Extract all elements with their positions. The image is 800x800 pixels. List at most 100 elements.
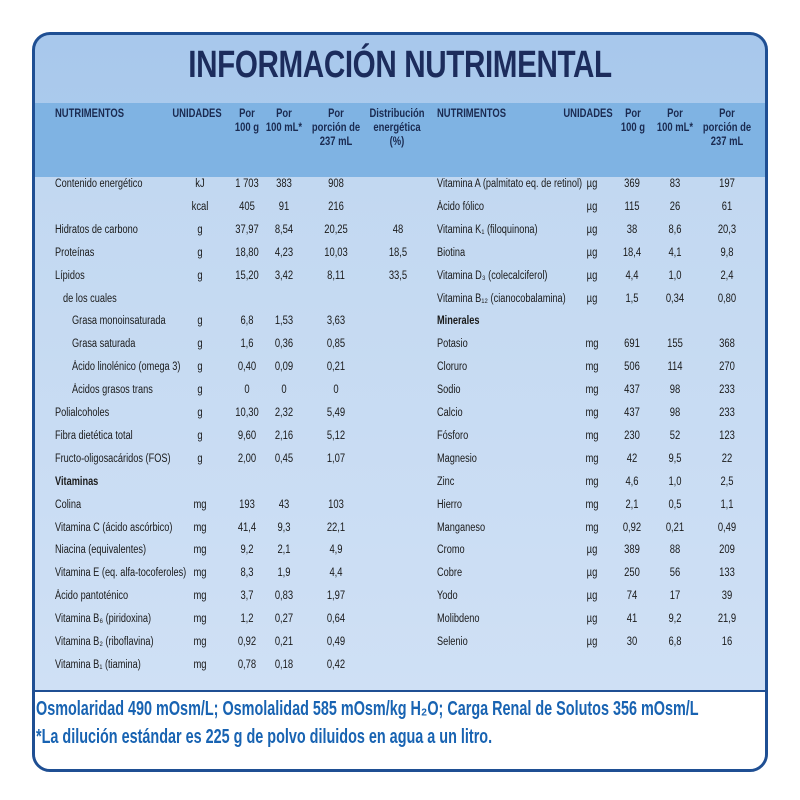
- nutrient-name: Hierro: [437, 498, 463, 511]
- nutrient-name: Cloruro: [437, 361, 468, 374]
- nutrient-name: Potasio: [437, 338, 468, 351]
- value: 39: [721, 590, 733, 603]
- label-panel: [32, 32, 768, 772]
- value: 9,8: [720, 246, 734, 259]
- nutrient-name: Vitamina B₁ (tiamina): [55, 658, 141, 671]
- value: 41: [626, 613, 638, 626]
- unit: mg: [193, 658, 207, 671]
- column-header: 100 mL*: [265, 122, 303, 134]
- value: 2,4: [720, 269, 734, 282]
- value: 8,54: [274, 223, 294, 236]
- column-header: UNIDADES: [172, 108, 222, 120]
- value: 383: [276, 178, 292, 190]
- value: 197: [719, 178, 735, 190]
- value: 9,3: [277, 521, 291, 534]
- unit: mg: [585, 475, 599, 488]
- value: 91: [278, 200, 290, 213]
- value: 0,40: [237, 361, 257, 374]
- value: 26: [669, 200, 681, 213]
- value: 2,00: [237, 452, 257, 465]
- column-header: UNIDADES: [563, 108, 613, 120]
- value: 9,60: [237, 429, 257, 442]
- value: 16: [721, 636, 733, 648]
- nutrient-name: Polialcoholes: [55, 407, 110, 419]
- value: 22,1: [326, 521, 346, 534]
- value: 2,1: [277, 544, 291, 557]
- value: 9,5: [668, 452, 682, 465]
- section-heading: Minerales: [437, 315, 480, 328]
- value: 0,18: [274, 658, 294, 671]
- nutrient-name: Fibra dietética total: [55, 429, 133, 442]
- value: 2,1: [625, 498, 639, 511]
- unit: mg: [585, 338, 599, 351]
- value: 155: [667, 338, 683, 351]
- value: 10,30: [235, 407, 259, 419]
- unit: µg: [586, 269, 598, 282]
- value: 17: [669, 590, 681, 603]
- value: 250: [624, 567, 640, 580]
- nutrient-name: Vitamina C (ácido ascórbico): [55, 521, 173, 534]
- unit: kcal: [191, 200, 209, 213]
- value: 103: [328, 498, 344, 511]
- nutrient-name: Ácidos grasos trans: [72, 384, 153, 397]
- nutrient-name: Niacina (equivalentes): [55, 544, 147, 557]
- value: 18,80: [235, 246, 259, 259]
- unit: mg: [585, 407, 599, 419]
- value: 0,36: [274, 338, 294, 351]
- nutrient-name: Grasa monoinsaturada: [72, 315, 166, 328]
- nutrient-name: Hidratos de carbono: [55, 223, 138, 236]
- nutrient-name: Sodio: [437, 384, 461, 397]
- column-header: Por: [667, 108, 683, 120]
- value: 9,2: [240, 544, 254, 557]
- footer-note: *La dilución estándar es 225 g de polvo …: [36, 726, 493, 748]
- column-header: 100 g: [620, 122, 646, 134]
- value: 5,12: [326, 429, 346, 442]
- value: 216: [328, 200, 344, 213]
- value: 908: [328, 178, 344, 190]
- nutrient-name: Ácido fólico: [437, 200, 485, 213]
- value: 18,5: [388, 246, 408, 259]
- value: 0: [333, 384, 339, 397]
- value: 6,8: [668, 636, 682, 648]
- column-header: NUTRIMENTOS: [437, 108, 506, 120]
- unit: g: [197, 246, 203, 259]
- value: 1,5: [625, 292, 639, 305]
- value: 4,1: [668, 246, 682, 259]
- value: 15,20: [235, 269, 259, 282]
- value: 21,9: [717, 613, 737, 626]
- nutrient-name: Vitamina D₃ (colecalciferol): [437, 269, 548, 282]
- unit: µg: [586, 246, 598, 259]
- unit: g: [197, 223, 203, 236]
- nutrient-name: Vitamina B₆ (piridoxina): [55, 613, 152, 626]
- value: 1 703: [235, 178, 259, 190]
- value: 98: [669, 407, 681, 419]
- value: 114: [667, 361, 683, 374]
- value: 30: [626, 636, 638, 648]
- unit: mg: [193, 636, 207, 648]
- value: 6,8: [240, 315, 254, 328]
- value: 98: [669, 384, 681, 397]
- unit: µg: [586, 636, 598, 648]
- unit: mg: [193, 544, 207, 557]
- nutrient-name: Biotina: [437, 246, 466, 259]
- value: 368: [719, 338, 735, 351]
- value: 20,25: [324, 223, 348, 236]
- nutrient-name: Magnesio: [437, 452, 477, 465]
- value: 4,4: [329, 567, 343, 580]
- value: 233: [719, 384, 735, 397]
- column-header: 100 mL*: [656, 122, 694, 134]
- unit: mg: [585, 429, 599, 442]
- column-header: Por: [276, 108, 292, 120]
- unit: µg: [586, 613, 598, 626]
- value: 0,92: [237, 636, 257, 648]
- unit: µg: [586, 544, 598, 557]
- nutrient-name: Fósforo: [437, 429, 469, 442]
- column-header: (%): [389, 136, 405, 148]
- nutrient-name: Ácido pantoténico: [55, 590, 129, 603]
- value: 33,5: [388, 269, 408, 282]
- value: 0,92: [622, 521, 642, 534]
- unit: g: [197, 269, 203, 282]
- unit: g: [197, 384, 203, 397]
- value: 1,53: [274, 315, 294, 328]
